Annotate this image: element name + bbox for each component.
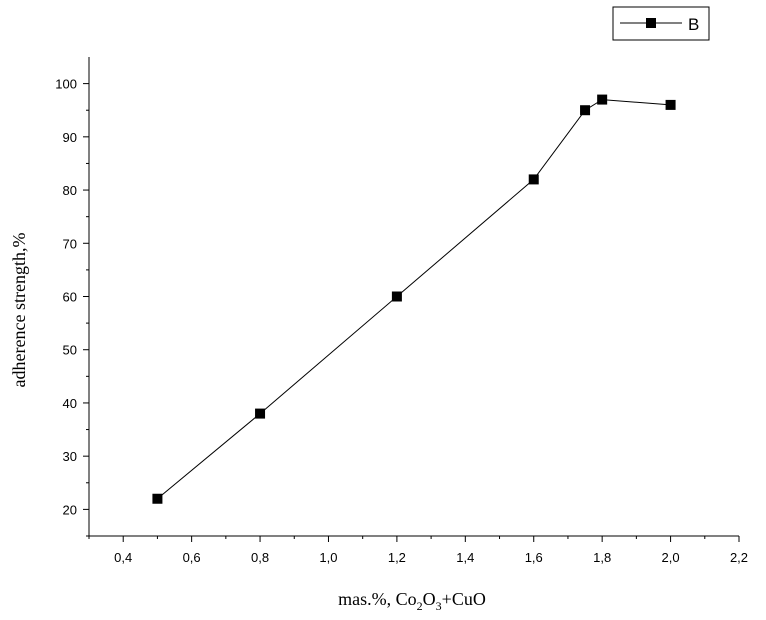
data-point [597, 94, 608, 105]
x-tick-label: 1,6 [525, 550, 543, 565]
x-ticks: 0,4 0,6 0,8 1,0 1,2 1,4 1,6 1,8 2,0 2,2 [88, 536, 748, 565]
x-tick-label: 0,4 [114, 550, 132, 565]
x-axis-title-sub2: 3 [436, 599, 442, 613]
data-point [665, 99, 676, 110]
axes [88, 57, 739, 537]
x-axis-title-suffix: +CuO [442, 589, 486, 609]
y-tick-label: 30 [63, 449, 77, 464]
legend: B [612, 6, 710, 41]
y-tick-label: 50 [63, 343, 77, 358]
data-point [528, 174, 539, 185]
x-tick-label: 0,6 [183, 550, 201, 565]
x-axis-title-mid: O [423, 589, 436, 609]
y-ticks: 20 30 40 50 60 70 80 90 100 [55, 77, 89, 537]
series-b [152, 94, 676, 504]
y-tick-label: 90 [63, 130, 77, 145]
data-point [391, 291, 402, 302]
series-line [157, 99, 671, 500]
x-tick-label: 1,0 [319, 550, 337, 565]
x-axis-title-sub1: 2 [417, 599, 423, 613]
x-tick-label: 2,0 [662, 550, 680, 565]
y-tick-label: 80 [63, 183, 77, 198]
y-tick-label: 60 [63, 290, 77, 305]
y-axis-title: adherence strength,% [9, 233, 29, 388]
y-tick-label: 20 [63, 502, 77, 517]
x-axis-title-prefix: mas.%, Co [338, 589, 417, 609]
y-tick-label: 40 [63, 396, 77, 411]
x-tick-label: 1,8 [593, 550, 611, 565]
data-point [152, 493, 163, 504]
legend-marker [646, 18, 656, 28]
x-axis-title: mas.%, Co2O3+CuO [338, 589, 486, 613]
x-tick-label: 2,2 [730, 550, 748, 565]
y-tick-label: 70 [63, 236, 77, 251]
x-tick-label: 1,4 [456, 550, 474, 565]
x-tick-label: 0,8 [251, 550, 269, 565]
data-point [255, 408, 266, 419]
y-tick-label: 100 [55, 77, 77, 92]
data-point [580, 105, 591, 116]
legend-label-b: B [688, 15, 699, 34]
x-tick-label: 1,2 [388, 550, 406, 565]
